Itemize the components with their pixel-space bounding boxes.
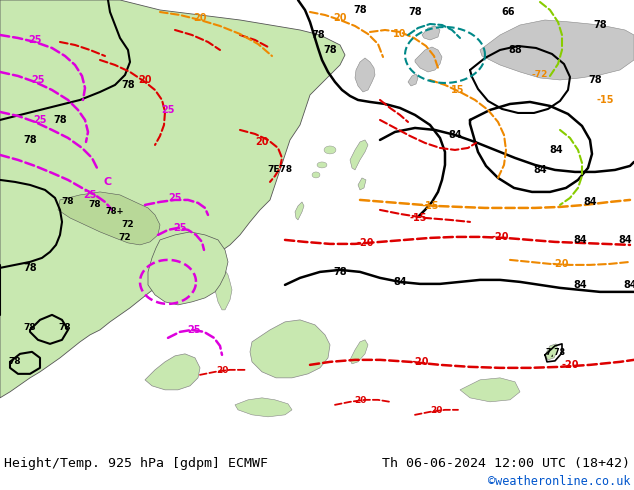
Text: 78: 78 xyxy=(333,267,347,277)
Text: 20: 20 xyxy=(354,396,366,405)
Text: 84: 84 xyxy=(623,280,634,290)
Text: ©weatheronline.co.uk: ©weatheronline.co.uk xyxy=(488,475,630,489)
Polygon shape xyxy=(408,74,418,86)
Polygon shape xyxy=(295,202,304,220)
Polygon shape xyxy=(214,265,232,310)
Polygon shape xyxy=(545,344,558,360)
Polygon shape xyxy=(422,26,440,40)
Text: 25: 25 xyxy=(173,223,187,233)
Polygon shape xyxy=(460,378,520,402)
Polygon shape xyxy=(250,320,330,378)
Text: 78: 78 xyxy=(323,45,337,55)
Polygon shape xyxy=(480,20,634,80)
Polygon shape xyxy=(235,398,292,417)
Text: 7¸78: 7¸78 xyxy=(546,347,566,356)
Text: 20: 20 xyxy=(430,406,442,416)
Text: 84: 84 xyxy=(533,165,547,175)
Text: -15: -15 xyxy=(421,201,439,211)
Text: 84: 84 xyxy=(448,130,462,140)
Text: 78: 78 xyxy=(408,7,422,17)
Text: 78+: 78+ xyxy=(106,207,124,217)
Polygon shape xyxy=(58,192,160,245)
Text: -20: -20 xyxy=(551,259,569,269)
Text: 78: 78 xyxy=(588,75,602,85)
Text: 78: 78 xyxy=(353,5,367,15)
Text: 25: 25 xyxy=(187,325,201,335)
Text: 84: 84 xyxy=(573,280,587,290)
Text: 25: 25 xyxy=(83,190,97,200)
Polygon shape xyxy=(355,58,375,92)
Text: 20: 20 xyxy=(216,367,228,375)
Text: 25: 25 xyxy=(31,75,45,85)
Text: 84: 84 xyxy=(583,197,597,207)
Polygon shape xyxy=(312,172,320,178)
Text: 78: 78 xyxy=(61,197,74,206)
Text: -15: -15 xyxy=(596,95,614,105)
Text: -20: -20 xyxy=(356,238,374,248)
Text: Th 06-06-2024 12:00 UTC (18+42): Th 06-06-2024 12:00 UTC (18+42) xyxy=(382,457,630,470)
Polygon shape xyxy=(324,146,336,154)
Text: 25: 25 xyxy=(29,35,42,45)
Text: 15: 15 xyxy=(451,85,465,95)
Text: 84: 84 xyxy=(549,145,563,155)
Text: 84: 84 xyxy=(618,235,632,245)
Text: -15: -15 xyxy=(410,213,427,223)
Text: 20: 20 xyxy=(193,13,207,23)
Text: 88: 88 xyxy=(508,45,522,55)
Polygon shape xyxy=(317,162,327,168)
Text: 72: 72 xyxy=(122,220,134,229)
Polygon shape xyxy=(350,140,368,170)
Text: Height/Temp. 925 hPa [gdpm] ECMWF: Height/Temp. 925 hPa [gdpm] ECMWF xyxy=(4,457,268,470)
Polygon shape xyxy=(148,232,228,305)
Text: -72: -72 xyxy=(532,71,548,79)
Text: 25: 25 xyxy=(33,115,47,125)
Polygon shape xyxy=(0,0,345,398)
Text: 66: 66 xyxy=(501,7,515,17)
Text: -20: -20 xyxy=(411,357,429,367)
Text: 84: 84 xyxy=(393,277,407,287)
Polygon shape xyxy=(145,354,200,390)
Text: 25: 25 xyxy=(161,105,175,115)
Text: 78: 78 xyxy=(59,323,71,332)
Text: 20: 20 xyxy=(138,75,152,85)
Text: -20: -20 xyxy=(561,360,579,370)
Polygon shape xyxy=(415,47,442,72)
Text: 72: 72 xyxy=(119,233,131,243)
Text: 78: 78 xyxy=(9,357,22,367)
Text: 20: 20 xyxy=(256,137,269,147)
Text: 10: 10 xyxy=(393,29,407,39)
Polygon shape xyxy=(358,178,366,190)
Text: 84: 84 xyxy=(573,235,587,245)
Text: 78: 78 xyxy=(311,30,325,40)
Text: 78: 78 xyxy=(23,263,37,273)
Text: 78: 78 xyxy=(23,135,37,145)
Text: C: C xyxy=(104,177,112,187)
Text: 78: 78 xyxy=(89,200,101,209)
Text: 7E78: 7E78 xyxy=(268,166,292,174)
Text: 78: 78 xyxy=(121,80,135,90)
Text: 78: 78 xyxy=(53,115,67,125)
Text: -20: -20 xyxy=(491,232,508,242)
Polygon shape xyxy=(350,340,368,364)
Text: 78: 78 xyxy=(23,323,36,332)
Text: 20: 20 xyxy=(333,13,347,23)
Text: 78: 78 xyxy=(593,20,607,30)
Text: 25: 25 xyxy=(168,193,182,203)
